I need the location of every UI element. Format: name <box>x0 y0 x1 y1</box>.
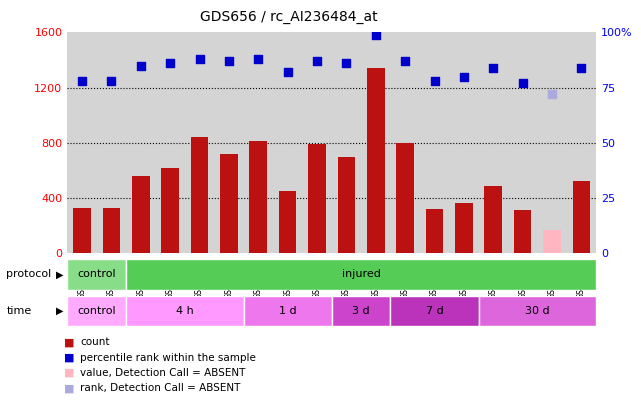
Text: control: control <box>78 269 116 279</box>
Text: control: control <box>78 306 116 316</box>
Bar <box>132 176 149 253</box>
Point <box>429 78 440 84</box>
Bar <box>162 168 179 253</box>
Bar <box>332 296 390 326</box>
Bar <box>308 144 326 253</box>
Bar <box>126 296 244 326</box>
Text: time: time <box>6 306 31 316</box>
Point <box>370 31 381 38</box>
Bar <box>103 208 120 253</box>
Bar <box>126 259 596 290</box>
Bar <box>249 141 267 253</box>
Bar <box>455 203 472 253</box>
Point <box>165 60 175 66</box>
Text: 30 d: 30 d <box>525 306 550 316</box>
Point <box>488 64 499 71</box>
Point <box>341 60 351 66</box>
Point <box>136 62 146 69</box>
Bar <box>244 296 332 326</box>
Bar <box>191 137 208 253</box>
Point <box>253 55 263 62</box>
Text: ▶: ▶ <box>56 269 63 279</box>
Bar <box>396 143 414 253</box>
Point <box>459 73 469 80</box>
Bar <box>279 191 296 253</box>
Point <box>106 78 117 84</box>
Text: 3 d: 3 d <box>353 306 370 316</box>
Bar <box>367 68 385 253</box>
Point <box>283 69 293 75</box>
Text: rank, Detection Call = ABSENT: rank, Detection Call = ABSENT <box>80 384 240 393</box>
Bar <box>220 154 238 253</box>
Point <box>77 78 87 84</box>
Text: protocol: protocol <box>6 269 52 279</box>
Text: 1 d: 1 d <box>279 306 296 316</box>
Text: percentile rank within the sample: percentile rank within the sample <box>80 353 256 362</box>
Bar <box>479 296 596 326</box>
Text: injured: injured <box>342 269 381 279</box>
Bar <box>67 259 126 290</box>
Bar <box>543 230 561 253</box>
Text: ■: ■ <box>64 368 74 378</box>
Point <box>517 80 528 86</box>
Point <box>547 91 557 98</box>
Text: value, Detection Call = ABSENT: value, Detection Call = ABSENT <box>80 368 246 378</box>
Text: ■: ■ <box>64 337 74 347</box>
Bar <box>67 296 126 326</box>
Text: 4 h: 4 h <box>176 306 194 316</box>
Text: ▶: ▶ <box>56 306 63 316</box>
Bar <box>485 185 502 253</box>
Point <box>194 55 204 62</box>
Point <box>576 64 587 71</box>
Point <box>312 58 322 64</box>
Bar <box>73 208 91 253</box>
Bar <box>514 210 531 253</box>
Bar <box>426 209 444 253</box>
Text: 7 d: 7 d <box>426 306 444 316</box>
Text: ■: ■ <box>64 353 74 362</box>
Point <box>224 58 234 64</box>
Bar <box>338 157 355 253</box>
Bar <box>390 296 479 326</box>
Point <box>400 58 410 64</box>
Text: GDS656 / rc_AI236484_at: GDS656 / rc_AI236484_at <box>199 10 378 24</box>
Text: ■: ■ <box>64 384 74 393</box>
Text: count: count <box>80 337 110 347</box>
Bar <box>572 181 590 253</box>
